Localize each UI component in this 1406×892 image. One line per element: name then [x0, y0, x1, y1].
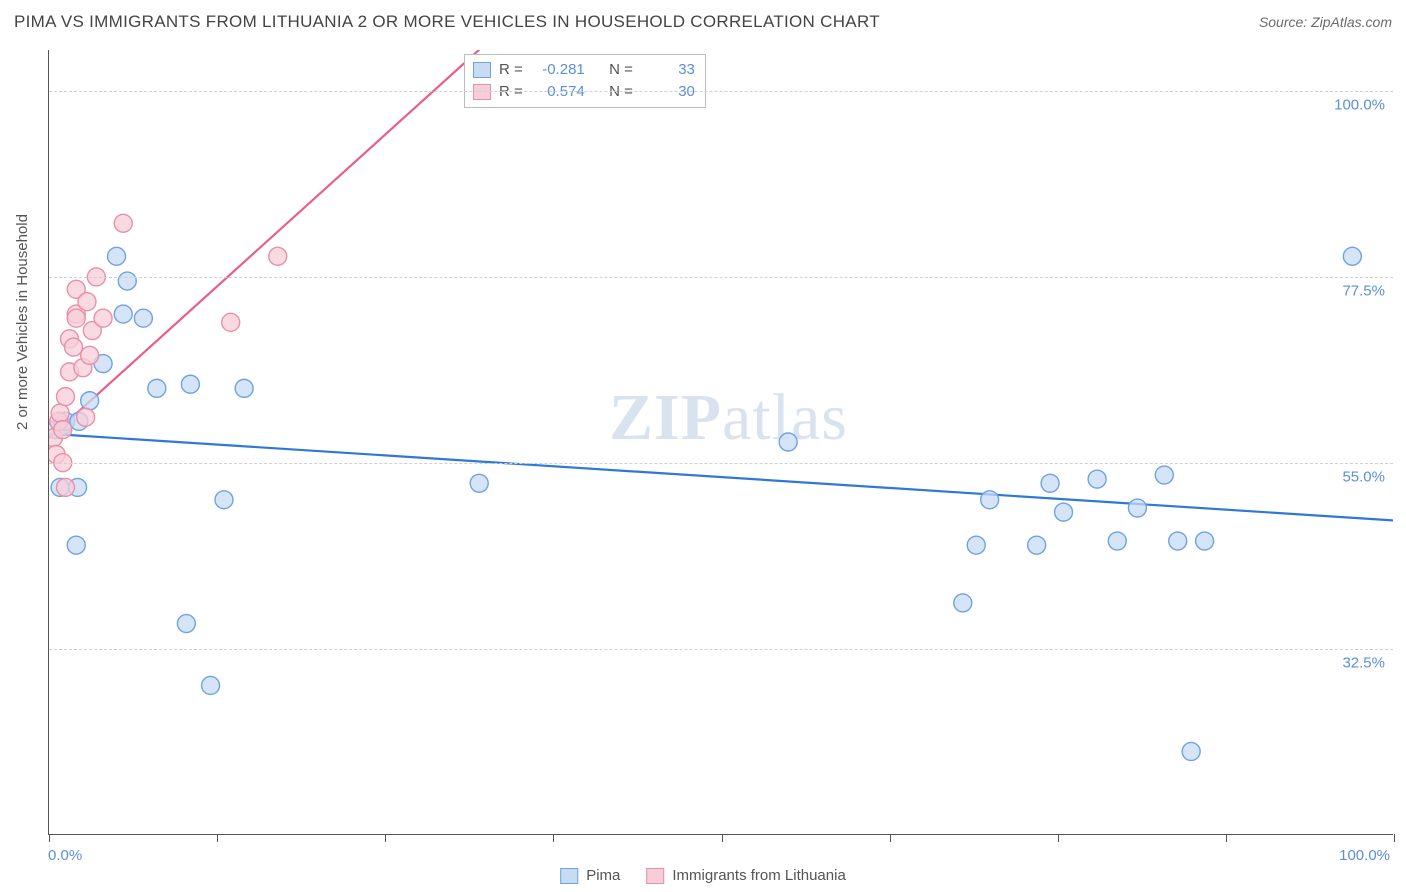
- y-tick-label: 100.0%: [1334, 97, 1385, 114]
- legend-label: Pima: [586, 867, 620, 884]
- legend-label: Immigrants from Lithuania: [672, 867, 845, 884]
- x-max-label: 100.0%: [1339, 847, 1390, 864]
- chart-title: PIMA VS IMMIGRANTS FROM LITHUANIA 2 OR M…: [14, 12, 880, 32]
- x-tick: [1394, 834, 1395, 842]
- gridline: [49, 277, 1393, 278]
- x-tick: [722, 834, 723, 842]
- gridline: [49, 91, 1393, 92]
- plot-area: ZIPatlas R = -0.281 N = 33 R = 0.574 N =…: [48, 50, 1393, 835]
- y-axis-label: 2 or more Vehicles in Household: [14, 214, 31, 430]
- source-label: Source: ZipAtlas.com: [1259, 14, 1392, 30]
- x-tick: [1226, 834, 1227, 842]
- legend-item: Immigrants from Lithuania: [646, 867, 845, 884]
- swatch-icon: [646, 868, 664, 884]
- gridline: [49, 649, 1393, 650]
- x-tick: [385, 834, 386, 842]
- x-tick: [553, 834, 554, 842]
- x-tick: [217, 834, 218, 842]
- y-tick-label: 77.5%: [1342, 283, 1385, 300]
- n-value: 33: [641, 59, 695, 81]
- n-label: N =: [609, 59, 633, 81]
- x-tick: [890, 834, 891, 842]
- x-min-label: 0.0%: [48, 847, 82, 864]
- r-value: -0.281: [531, 59, 585, 81]
- legend-item: Pima: [560, 867, 620, 884]
- y-tick-label: 32.5%: [1342, 655, 1385, 672]
- r-label: R =: [499, 59, 523, 81]
- y-tick-label: 55.0%: [1342, 469, 1385, 486]
- legend-series: Pima Immigrants from Lithuania: [560, 867, 846, 884]
- x-tick: [49, 834, 50, 842]
- scatter-svg: [49, 50, 1393, 834]
- gridline: [49, 463, 1393, 464]
- swatch-icon: [560, 868, 578, 884]
- legend-stats: R = -0.281 N = 33 R = 0.574 N = 30: [464, 54, 706, 108]
- swatch-icon: [473, 62, 491, 78]
- legend-row: R = -0.281 N = 33: [473, 59, 695, 81]
- x-tick: [1058, 834, 1059, 842]
